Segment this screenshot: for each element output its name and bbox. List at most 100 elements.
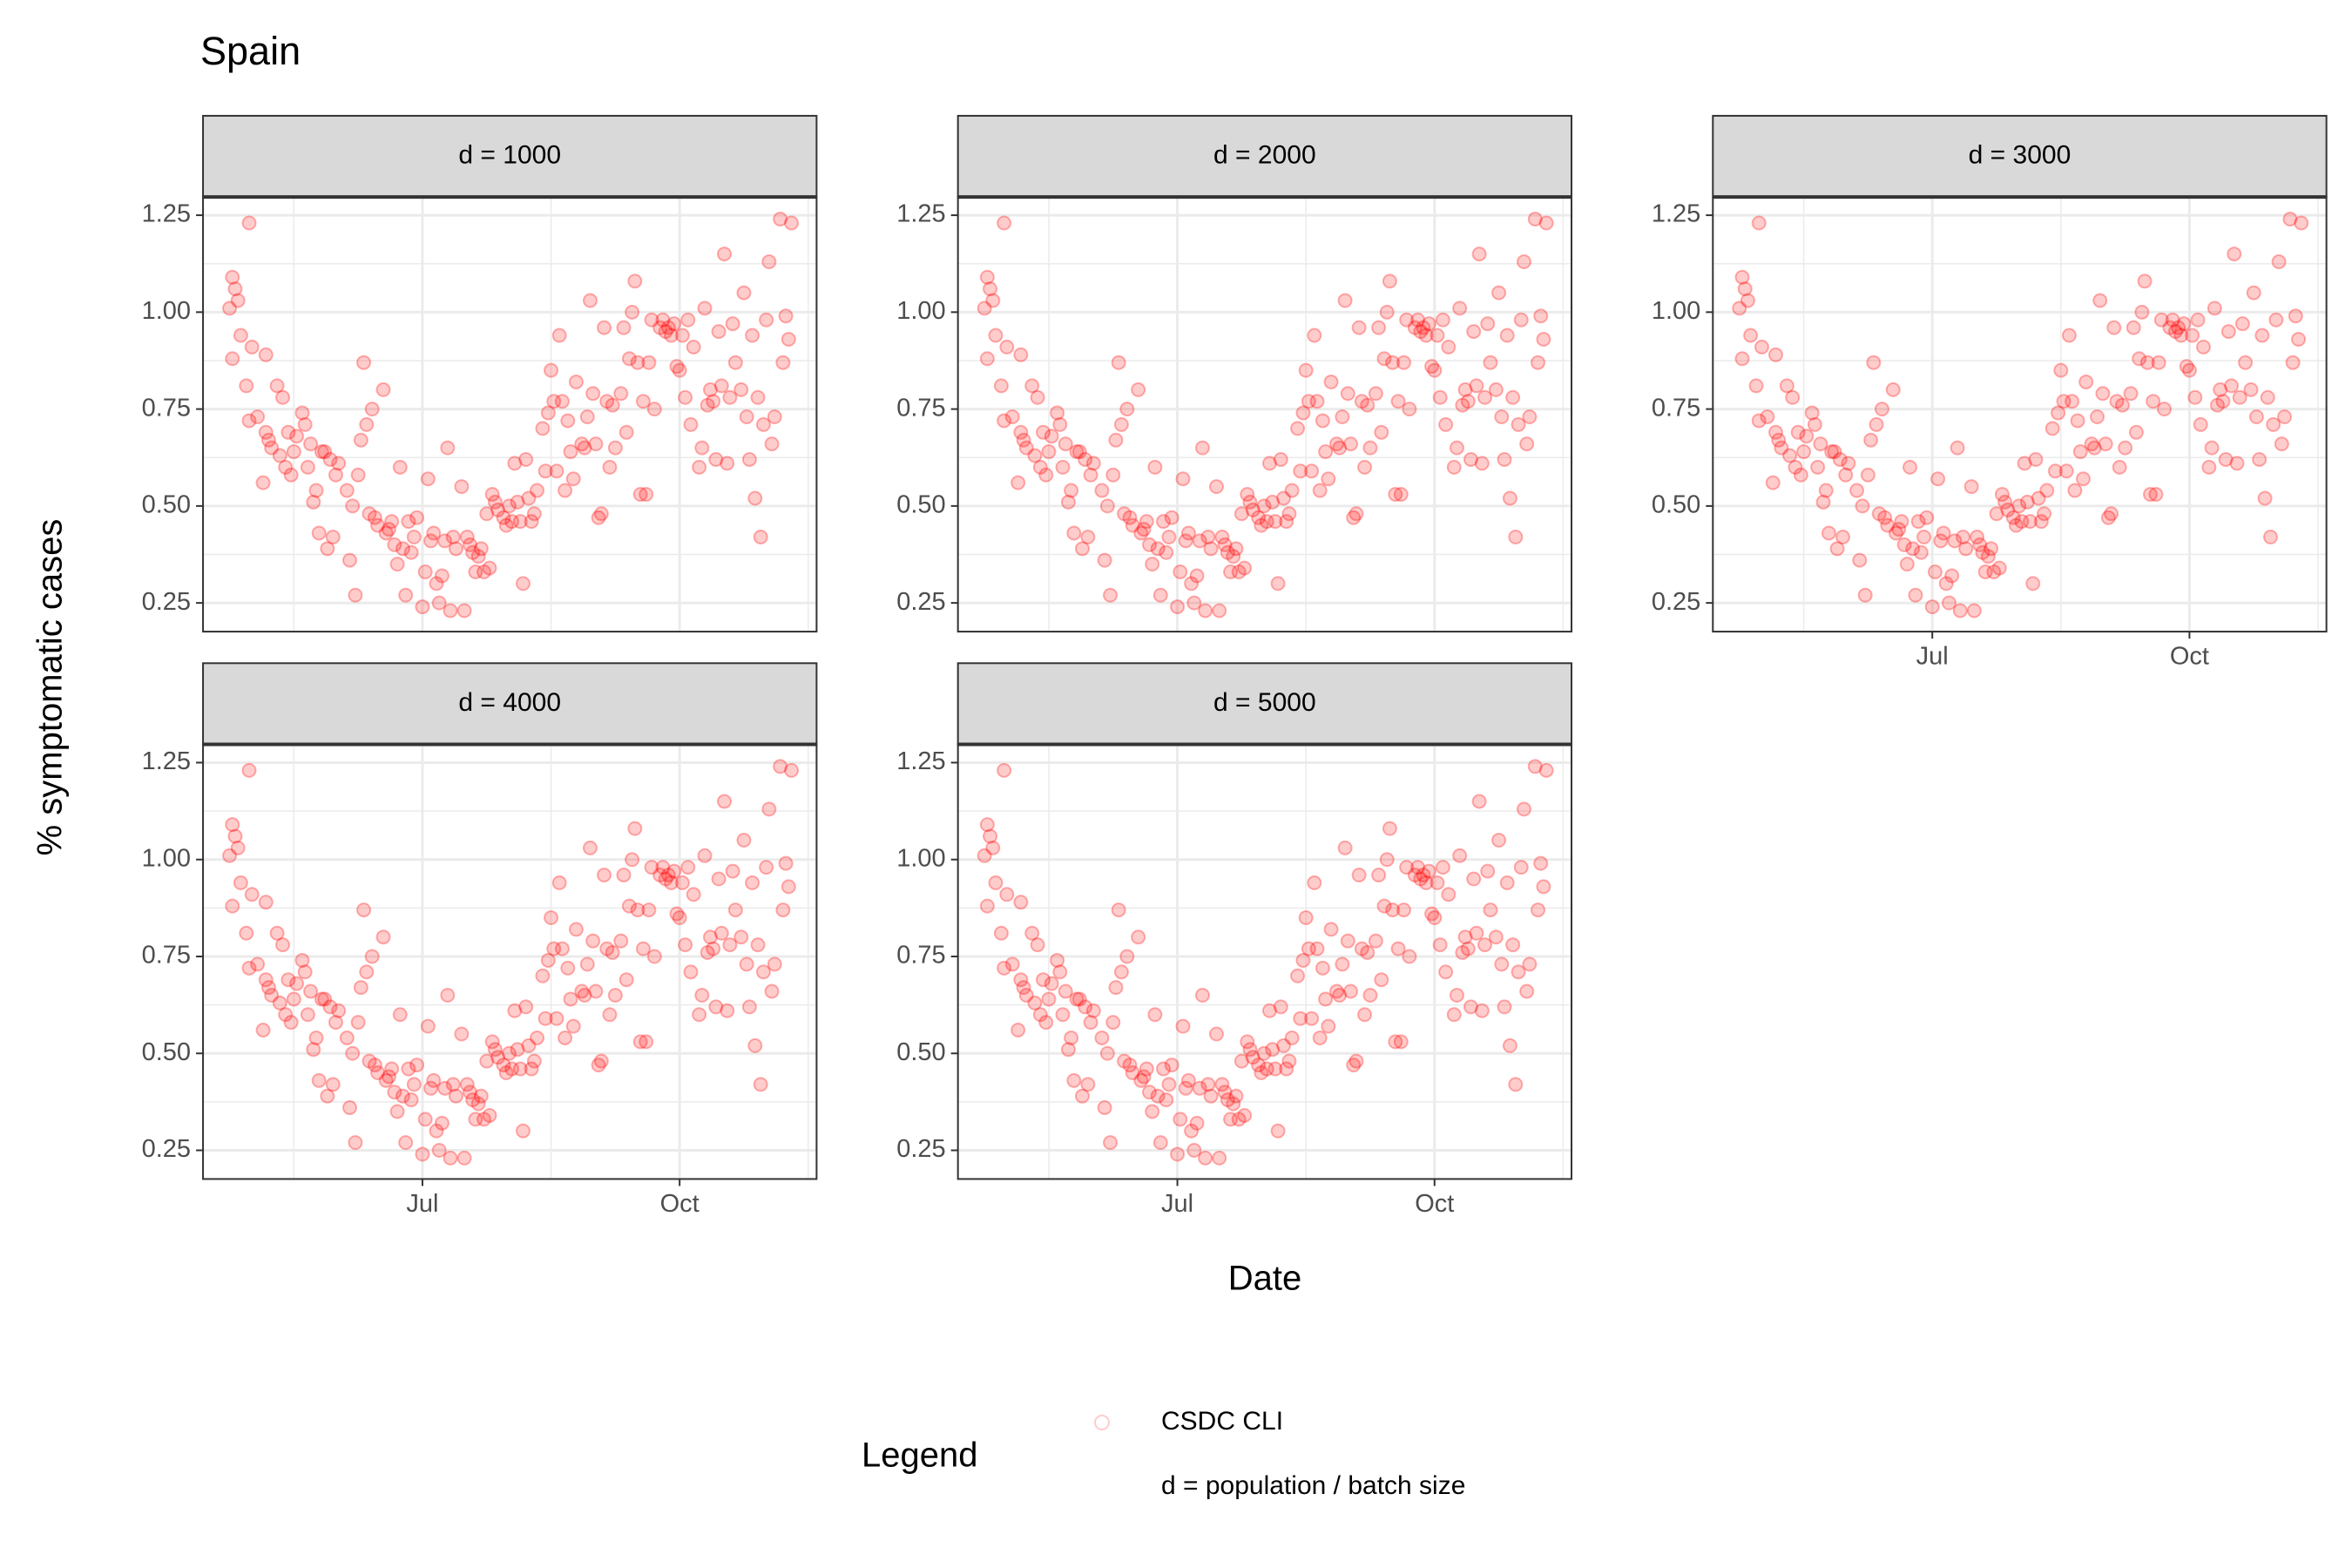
point [2106, 320, 2122, 335]
point [1030, 389, 1045, 405]
point [258, 347, 274, 362]
point [1071, 444, 1087, 460]
point [1156, 1061, 1172, 1077]
point [985, 293, 1001, 308]
point [225, 817, 240, 833]
point [1997, 494, 2013, 510]
point [1477, 389, 1493, 405]
point [607, 440, 623, 456]
point [1958, 541, 1974, 557]
point [1226, 1096, 1241, 1112]
point [314, 991, 329, 1007]
y-tick-label: 1.25 [142, 747, 191, 775]
point [498, 1065, 514, 1081]
point [1480, 863, 1496, 879]
point [431, 595, 447, 611]
y-tick-label: 1.25 [142, 200, 191, 228]
point [1256, 1045, 1272, 1061]
point [255, 475, 271, 490]
point [1471, 794, 1487, 809]
point [342, 552, 358, 568]
point [544, 909, 559, 925]
point [1273, 451, 1288, 467]
point [1505, 389, 1521, 405]
point [1751, 215, 1767, 231]
point [1938, 576, 1954, 591]
point [1099, 1045, 1115, 1061]
point [574, 983, 590, 999]
point [1203, 1088, 1219, 1104]
point [2157, 402, 2173, 417]
point [2190, 312, 2206, 328]
point [1203, 541, 1219, 557]
point [510, 1042, 525, 1058]
point [225, 269, 240, 285]
point [286, 991, 301, 1007]
point [328, 467, 343, 483]
point [1194, 440, 1210, 456]
point [1849, 483, 1865, 498]
point [582, 840, 598, 855]
point [1279, 1061, 1294, 1077]
point [977, 848, 992, 863]
point [1212, 1150, 1227, 1166]
point [1233, 1053, 1249, 1069]
point [605, 397, 620, 413]
point [1457, 382, 1473, 397]
point [1013, 972, 1029, 988]
point [613, 386, 629, 402]
point [1880, 517, 1896, 533]
point [1228, 541, 1244, 557]
point [1346, 510, 1362, 525]
point [1245, 502, 1260, 517]
point [423, 533, 439, 549]
point [2277, 409, 2293, 425]
point [476, 564, 492, 580]
point [697, 848, 713, 863]
point [773, 212, 788, 227]
point [526, 506, 542, 522]
point [227, 828, 243, 844]
point [392, 459, 408, 475]
point [1312, 483, 1328, 498]
point [490, 502, 506, 517]
point [1111, 355, 1126, 370]
point [1894, 514, 1909, 530]
point [1150, 541, 1166, 557]
point [1483, 355, 1498, 370]
point [484, 487, 500, 503]
point [1309, 941, 1325, 956]
point [999, 887, 1015, 902]
strip-label: d = 3000 [1969, 140, 2072, 169]
point [2061, 328, 2077, 343]
point [983, 281, 998, 297]
point [717, 794, 733, 809]
point [1734, 269, 1750, 285]
point [1323, 922, 1339, 937]
point [1237, 560, 1253, 576]
point [1173, 1112, 1188, 1127]
point [1209, 1026, 1225, 1042]
point [700, 945, 715, 961]
point [1508, 529, 1524, 544]
point [1385, 355, 1401, 370]
point [1041, 444, 1057, 460]
point [524, 1061, 539, 1077]
point [1841, 456, 1856, 471]
point [456, 603, 472, 618]
panel: 0.25 0.50 0.75 1.00 1.25 Jul Oct d = 3000 [1652, 114, 2328, 671]
point [1438, 416, 1454, 432]
point [2229, 456, 2245, 471]
point [1399, 860, 1415, 875]
point [258, 424, 274, 440]
point [2257, 490, 2273, 506]
point [773, 759, 788, 774]
point [429, 576, 444, 591]
point [683, 964, 699, 980]
point [345, 1045, 361, 1061]
point [1164, 1058, 1179, 1073]
point [1393, 1034, 1409, 1050]
point [1435, 860, 1450, 875]
point [605, 945, 620, 961]
